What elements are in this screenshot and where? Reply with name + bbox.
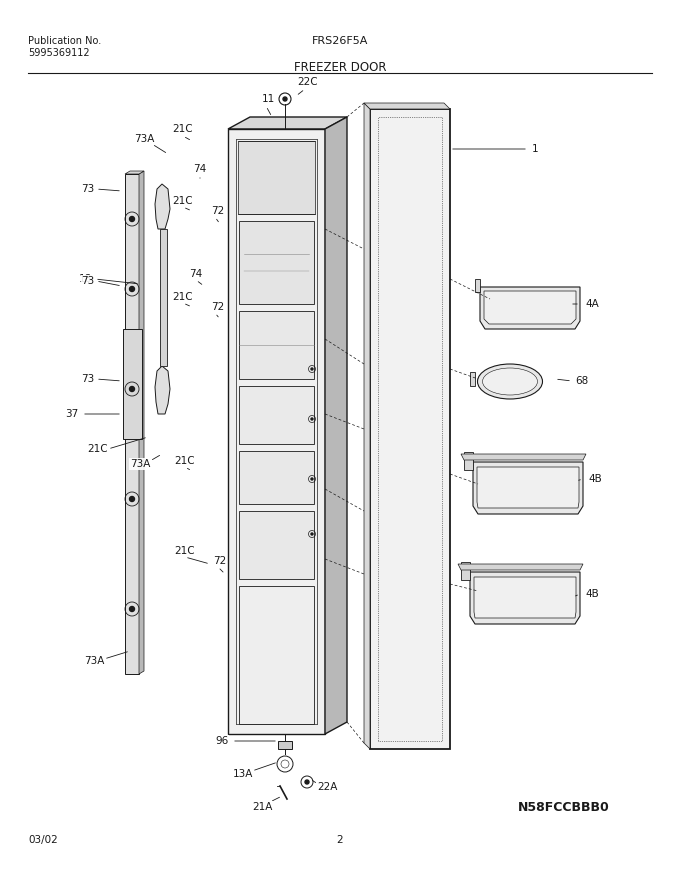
Text: 11: 11 (261, 94, 275, 104)
Text: 68: 68 (575, 376, 589, 386)
Text: 73A: 73A (130, 459, 150, 469)
Bar (278, 741, 292, 749)
Polygon shape (461, 562, 470, 580)
Polygon shape (139, 171, 144, 674)
Polygon shape (470, 572, 580, 624)
Text: 72: 72 (211, 206, 224, 216)
Polygon shape (239, 386, 314, 444)
Polygon shape (155, 366, 170, 414)
Polygon shape (239, 451, 314, 504)
Text: 21C: 21C (173, 124, 193, 134)
Text: 73: 73 (82, 184, 95, 194)
Circle shape (311, 418, 313, 420)
Text: 4A: 4A (585, 299, 599, 309)
Text: 1: 1 (532, 144, 539, 154)
Polygon shape (469, 372, 475, 386)
Polygon shape (464, 452, 473, 470)
Text: 21C: 21C (175, 456, 195, 466)
Circle shape (129, 496, 135, 501)
Circle shape (311, 478, 313, 480)
Text: 72: 72 (214, 556, 226, 566)
Polygon shape (125, 171, 144, 174)
Circle shape (129, 387, 135, 392)
Text: 73: 73 (82, 374, 95, 384)
Ellipse shape (477, 364, 543, 399)
Text: 74: 74 (189, 269, 203, 279)
Text: 96: 96 (216, 736, 228, 746)
Polygon shape (239, 311, 314, 379)
Circle shape (129, 216, 135, 222)
Text: 37: 37 (65, 409, 79, 419)
Text: 74: 74 (193, 164, 207, 174)
Text: 4B: 4B (588, 474, 602, 484)
Polygon shape (370, 109, 450, 749)
Circle shape (129, 287, 135, 291)
Polygon shape (461, 454, 586, 460)
Polygon shape (475, 279, 480, 292)
Polygon shape (123, 329, 142, 439)
Text: 5995369112: 5995369112 (28, 48, 90, 58)
Text: 21A: 21A (252, 802, 272, 812)
Text: 21C: 21C (173, 292, 193, 302)
Polygon shape (239, 221, 314, 304)
Circle shape (129, 607, 135, 612)
Polygon shape (458, 564, 583, 570)
Text: Publication No.: Publication No. (28, 36, 101, 46)
Text: 22C: 22C (298, 77, 318, 87)
Polygon shape (239, 586, 314, 724)
Polygon shape (473, 462, 583, 514)
Polygon shape (228, 117, 347, 129)
Text: 21C: 21C (88, 444, 108, 454)
Polygon shape (364, 103, 370, 749)
Circle shape (305, 780, 309, 784)
Ellipse shape (483, 368, 537, 395)
Polygon shape (155, 184, 170, 229)
Text: 21C: 21C (173, 196, 193, 206)
Polygon shape (474, 577, 576, 618)
Text: 18: 18 (78, 274, 92, 284)
Polygon shape (238, 141, 315, 214)
Circle shape (311, 533, 313, 535)
Polygon shape (364, 103, 450, 109)
Text: 21C: 21C (175, 546, 195, 556)
Text: 03/02: 03/02 (28, 835, 58, 845)
Text: 13A: 13A (233, 769, 253, 779)
Polygon shape (477, 467, 579, 508)
Polygon shape (484, 291, 576, 324)
Polygon shape (325, 117, 347, 734)
Text: FREEZER DOOR: FREEZER DOOR (294, 61, 386, 74)
Text: 4B: 4B (585, 589, 599, 599)
Polygon shape (160, 229, 167, 366)
Text: 73A: 73A (134, 134, 154, 144)
Polygon shape (239, 511, 314, 579)
Text: 73: 73 (82, 276, 95, 286)
Polygon shape (125, 174, 139, 674)
Text: 2: 2 (337, 835, 343, 845)
Circle shape (283, 97, 287, 101)
Text: N58FCCBBB0: N58FCCBBB0 (518, 801, 610, 814)
Polygon shape (480, 287, 580, 329)
Text: 72: 72 (211, 302, 224, 312)
Circle shape (311, 368, 313, 370)
Polygon shape (228, 129, 325, 734)
Text: 73A: 73A (84, 656, 104, 666)
Text: FRS26F5A: FRS26F5A (312, 36, 368, 46)
Text: 22A: 22A (317, 782, 337, 792)
